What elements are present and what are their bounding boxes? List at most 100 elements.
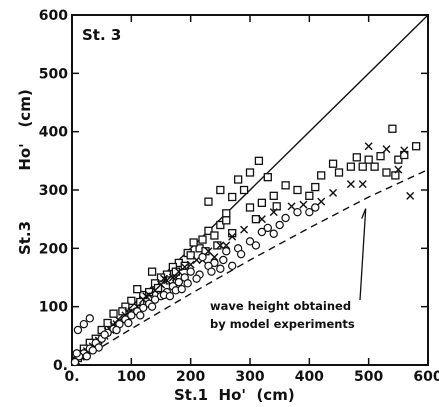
circle-marker	[136, 311, 145, 320]
circle-marker	[186, 267, 195, 276]
circle-marker	[236, 249, 246, 259]
square-marker	[317, 171, 326, 180]
y-axis-label-station: St.3	[16, 221, 34, 255]
square-marker	[364, 155, 373, 164]
x-marker-stroke	[406, 191, 415, 200]
circle-marker	[207, 267, 216, 276]
square-marker	[328, 159, 338, 168]
square-marker	[311, 182, 320, 192]
circle-marker	[85, 314, 95, 323]
x-marker-stroke	[269, 208, 278, 217]
x-marker-stroke	[180, 263, 189, 271]
x-marker-stroke	[400, 146, 409, 155]
square-marker	[358, 162, 367, 171]
square-marker	[352, 153, 361, 162]
x-marker-stroke	[174, 267, 183, 276]
square-marker	[233, 175, 243, 184]
x-marker-stroke	[299, 200, 308, 209]
annotation-line-2: by model experiments	[210, 317, 355, 331]
x-marker	[400, 146, 409, 155]
x-marker	[299, 200, 308, 209]
annotation-line-1: wave height obtained	[210, 299, 351, 313]
x-marker	[204, 247, 213, 256]
square-marker	[293, 185, 302, 195]
circle-marker	[124, 318, 133, 328]
y-tick-label: 200	[39, 241, 68, 257]
x-marker	[151, 286, 160, 295]
x-tick-label: 0.	[64, 369, 79, 385]
circle-marker	[73, 325, 83, 335]
square-marker	[394, 155, 403, 164]
x-marker	[216, 241, 225, 250]
square-marker	[411, 142, 421, 151]
square-marker	[210, 231, 219, 240]
square-marker	[254, 156, 264, 165]
x-tick-label: 400	[295, 369, 324, 385]
x-marker-stroke	[358, 180, 367, 189]
square-marker	[388, 124, 397, 133]
square-marker	[189, 238, 198, 247]
square-marker	[239, 185, 249, 195]
square-marker	[281, 181, 290, 190]
x-marker-stroke	[162, 276, 171, 285]
x-marker	[180, 263, 189, 271]
x-marker-stroke	[346, 180, 355, 189]
x-marker	[186, 260, 195, 269]
x-marker-stroke	[159, 274, 168, 283]
square-marker	[133, 285, 142, 294]
annotation-box	[200, 293, 368, 335]
circle-marker	[72, 349, 81, 358]
circle-marker	[281, 213, 290, 223]
x-marker	[364, 142, 373, 151]
data-points	[70, 124, 421, 367]
x-marker	[394, 165, 403, 174]
circle-marker	[82, 352, 92, 361]
circle-marker	[138, 303, 148, 313]
square-marker	[204, 226, 213, 235]
model-curve	[71, 168, 429, 366]
x-marker-stroke	[142, 292, 151, 301]
circle-marker	[192, 274, 201, 283]
x-tick-label: 500	[354, 369, 383, 385]
circle-marker	[174, 277, 183, 287]
annotation-arrow	[359, 208, 367, 301]
square-marker	[186, 251, 195, 260]
x-tick-label: 600	[413, 369, 439, 385]
x-marker-stroke	[228, 232, 237, 241]
circle-marker	[275, 220, 284, 230]
square-marker	[222, 209, 231, 218]
square-marker	[334, 168, 344, 177]
square-marker	[263, 173, 272, 182]
x-marker	[358, 180, 367, 189]
y-tick-label: 100	[39, 300, 68, 316]
circle-marker	[216, 264, 225, 273]
annotation: wave height obtained by model experiment…	[200, 293, 368, 335]
square-marker	[257, 198, 267, 207]
circle-marker	[127, 311, 136, 320]
circle-marker	[100, 330, 109, 339]
y-tick-label: 600	[39, 8, 68, 24]
x-marker-stroke	[186, 260, 195, 269]
circle-marker	[305, 207, 314, 217]
square-marker	[245, 203, 255, 212]
x-marker	[159, 274, 168, 283]
square-marker	[251, 215, 261, 224]
circle-marker	[269, 229, 278, 238]
x-marker	[257, 215, 266, 224]
square-marker	[382, 168, 391, 177]
x-marker	[287, 202, 296, 211]
square-marker	[198, 235, 207, 244]
x-marker	[142, 292, 151, 301]
circle-marker	[150, 295, 160, 304]
x-marker	[157, 280, 165, 289]
square-marker	[228, 192, 237, 202]
circle-marker	[183, 279, 192, 288]
x-tick-label: 200	[176, 369, 205, 385]
circle-marker	[222, 247, 231, 256]
circle-marker	[245, 237, 255, 246]
y-tick-label: 0.	[53, 358, 68, 374]
circle-marker	[177, 284, 186, 294]
x-marker	[382, 145, 391, 154]
x-marker-stroke	[317, 197, 326, 206]
